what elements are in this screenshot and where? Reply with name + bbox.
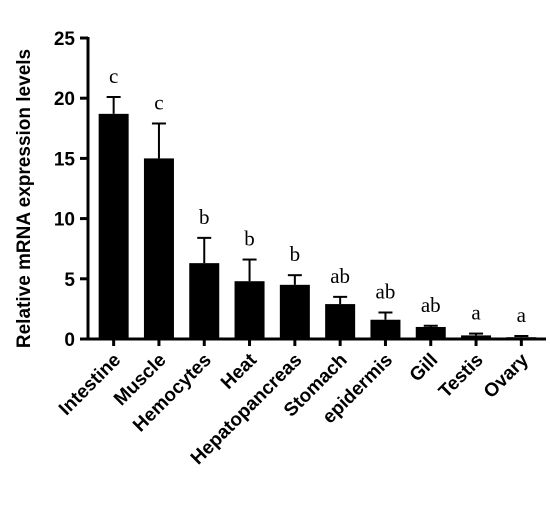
y-tick-label: 5 <box>64 270 75 291</box>
significance-label: b <box>290 242 301 266</box>
significance-label: ab <box>376 280 396 304</box>
bar <box>506 337 537 339</box>
y-tick-label: 20 <box>54 89 75 110</box>
bar <box>461 335 492 339</box>
significance-label: a <box>471 301 481 325</box>
bar <box>325 304 356 339</box>
x-axis <box>86 337 546 346</box>
significance-labels: c c b b b ab ab ab a a <box>109 64 527 327</box>
bar <box>143 158 174 339</box>
significance-label: ab <box>330 264 350 288</box>
error-bars <box>106 95 529 338</box>
significance-label: c <box>109 64 118 88</box>
bars <box>98 113 537 340</box>
bar <box>279 284 310 339</box>
category-label: Intestine <box>55 350 125 420</box>
bar <box>189 263 220 339</box>
significance-label: ab <box>421 293 441 317</box>
bar <box>234 281 265 339</box>
significance-label: b <box>244 227 255 251</box>
category-label: Gill <box>406 350 443 387</box>
bar <box>415 326 446 339</box>
category-label: Testis <box>435 350 488 403</box>
bar <box>98 113 129 340</box>
bar <box>370 319 401 339</box>
significance-label: a <box>517 303 527 327</box>
significance-label: c <box>154 90 163 114</box>
y-tick-label: 25 <box>54 29 76 50</box>
category-label: Ovary <box>480 349 533 402</box>
y-tick-label: 10 <box>54 210 75 231</box>
significance-label: b <box>199 205 210 229</box>
y-tick-label: 0 <box>64 330 75 351</box>
y-axis-title: Relative mRNA expression levels <box>14 49 35 348</box>
y-axis: 0 5 10 15 20 25 <box>54 29 90 351</box>
y-tick-label: 15 <box>54 149 76 170</box>
